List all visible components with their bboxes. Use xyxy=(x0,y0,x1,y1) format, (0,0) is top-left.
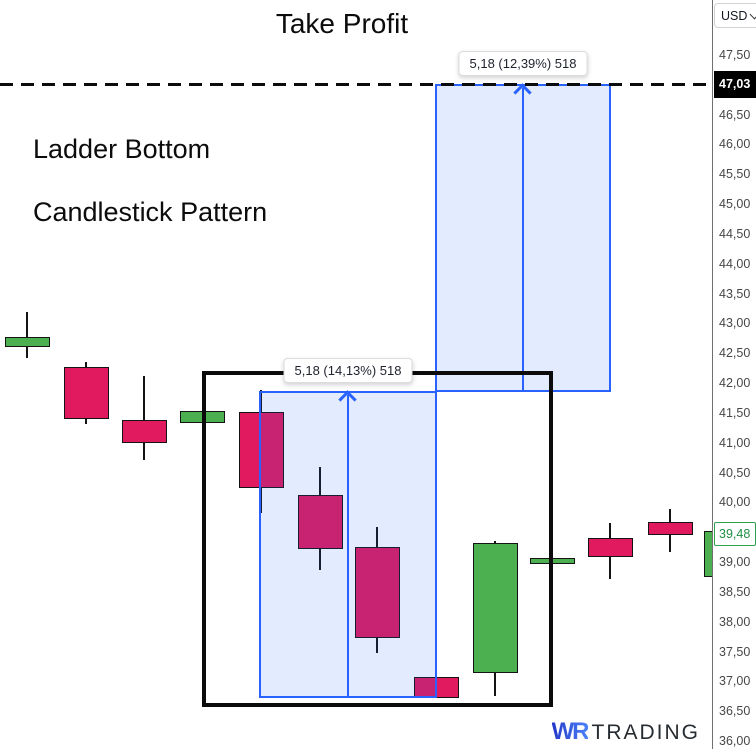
candle-body-bearish xyxy=(239,412,284,488)
axis-tick-label: 45,00 xyxy=(719,197,751,212)
candle-body-bearish xyxy=(122,419,167,444)
candle-wick xyxy=(143,375,145,460)
axis-tick-label: 37,50 xyxy=(719,644,751,659)
candle-body-bullish xyxy=(5,336,50,348)
chevron-down-icon xyxy=(749,9,756,19)
logo-trading: TRADING xyxy=(591,721,700,744)
pattern-name-line1: Ladder Bottom xyxy=(33,134,211,164)
axis-tick-label: 41,50 xyxy=(719,405,751,420)
brand-logo: WR TRADING xyxy=(552,718,700,746)
axis-tick-label: 46,00 xyxy=(719,137,751,152)
axis-tick-label: 37,00 xyxy=(719,674,751,689)
axis-tick-label: 44,00 xyxy=(719,256,751,271)
axis-tick-label: 39,00 xyxy=(719,555,751,570)
axis-tick-label: 43,00 xyxy=(719,316,751,331)
axis-tick-label: 38,50 xyxy=(719,584,751,599)
take-profit-dashed-line[interactable] xyxy=(0,83,712,87)
axis-tick-label: 46,50 xyxy=(719,107,751,122)
axis-tick-label: 36,00 xyxy=(719,734,751,748)
last-price-tag: 39,48 xyxy=(714,522,756,547)
axis-tick-label: 42,00 xyxy=(719,376,751,391)
logo-wr: WR xyxy=(551,718,590,745)
axis-tick-label: 40,50 xyxy=(719,465,751,480)
candle-body-bearish xyxy=(298,495,343,549)
candle-wick xyxy=(26,311,28,358)
axis-tick-label: 36,50 xyxy=(719,704,751,719)
candle-body-bearish xyxy=(355,546,400,639)
measure-tooltip[interactable]: 5,18 (12,39%) 518 xyxy=(458,51,588,77)
page-title: Take Profit xyxy=(275,8,409,39)
measure-tooltip[interactable]: 5,18 (14,13%) 518 xyxy=(283,358,413,384)
candle-body-bearish xyxy=(588,537,633,558)
take-profit-price-tag: 47,03 xyxy=(714,70,756,98)
axis-tick-label: 40,00 xyxy=(719,495,751,510)
candle-body-bullish xyxy=(473,542,518,673)
pattern-highlight-box[interactable] xyxy=(202,370,553,707)
pattern-name-line2: Candlestick Pattern xyxy=(33,197,268,227)
axis-tick-label: 43,50 xyxy=(719,286,751,301)
axis-tick-label: 45,50 xyxy=(719,167,751,182)
axis-tick-label: 44,50 xyxy=(719,226,751,241)
axis-tick-label: 38,00 xyxy=(719,614,751,629)
axis-tick-label: 41,00 xyxy=(719,435,751,450)
axis-tick-label: 47,50 xyxy=(719,48,751,62)
currency-dropdown[interactable]: USD xyxy=(714,3,756,28)
candle-body-bearish xyxy=(64,366,109,420)
measure-arrow-line xyxy=(347,395,349,697)
measure-arrow-line xyxy=(522,88,524,390)
currency-label: USD xyxy=(721,8,748,23)
axis-tick-label: 42,50 xyxy=(719,346,751,361)
price-axis[interactable]: USD 47,50 46,50 46,00 45,50 45,00 44,50 44,00 4… xyxy=(712,0,756,749)
candle-body-bearish xyxy=(648,521,693,535)
